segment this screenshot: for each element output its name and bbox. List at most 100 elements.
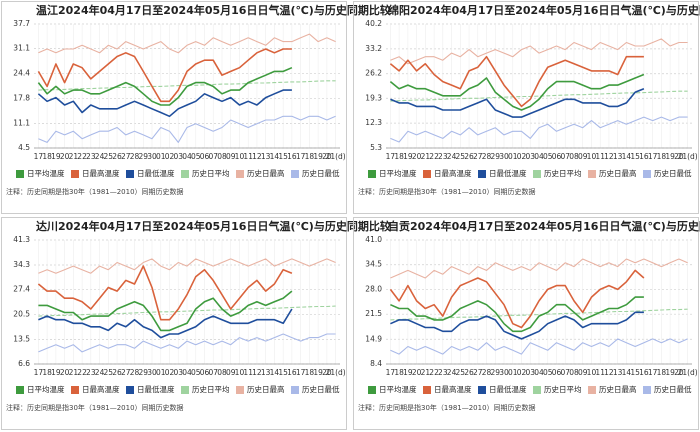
- legend-label: 历史日最高: [247, 384, 285, 394]
- y-tick-label: 41.3: [13, 235, 30, 244]
- legend-swatch: [423, 386, 431, 394]
- y-tick-label: 27.4: [13, 285, 30, 294]
- x-tick-label: 30: [499, 368, 509, 377]
- x-tick-label: 19: [403, 152, 413, 161]
- legend-swatch: [368, 170, 376, 178]
- x-tick-label: 26: [112, 152, 122, 161]
- x-tick-label: 09: [578, 152, 588, 161]
- x-tick-label: 29: [491, 368, 501, 377]
- x-tick-label: 17: [34, 152, 44, 161]
- x-tick-label: 20: [674, 368, 684, 377]
- legend-swatch: [588, 170, 596, 178]
- x-tick-label: 27: [473, 368, 483, 377]
- legend-label: 历史日平均: [544, 384, 582, 394]
- x-tick-label: 06: [552, 152, 562, 161]
- x-tick-label: 19: [313, 368, 323, 377]
- y-tick-label: 13.5: [13, 334, 30, 343]
- x-tick-label: 12: [252, 152, 262, 161]
- x-tick-label: 19: [51, 368, 61, 377]
- x-tick-label: 17: [648, 152, 658, 161]
- series-line: [390, 38, 688, 65]
- legend-label: 日最低温度: [137, 384, 175, 394]
- x-tick-label: 14: [622, 152, 632, 161]
- x-tick-label: 18: [657, 368, 667, 377]
- x-tick-label: 01: [508, 368, 518, 377]
- legend-swatch: [181, 170, 189, 178]
- x-tick-label: 25: [456, 152, 466, 161]
- x-tick-label: 18: [305, 368, 315, 377]
- x-tick-label: 07: [208, 368, 218, 377]
- x-tick-label: 14: [270, 152, 280, 161]
- series-line: [38, 308, 293, 339]
- x-tick-label: 10: [587, 368, 597, 377]
- y-tick-label: 4.5: [18, 143, 30, 152]
- x-tick-label: 05: [191, 368, 201, 377]
- x-tick-label: 24: [95, 152, 105, 161]
- x-tick-label: 18: [394, 368, 404, 377]
- x-tick-label: 02: [517, 152, 527, 161]
- x-tick-label: 19: [51, 152, 61, 161]
- legend-swatch: [291, 170, 299, 178]
- x-tick-label: 29: [491, 152, 501, 161]
- x-tick-label: 08: [217, 152, 227, 161]
- x-tick-label: 18: [394, 152, 404, 161]
- y-tick-label: 20.5: [13, 309, 30, 318]
- x-tick-label: 10: [235, 368, 245, 377]
- x-tick-label: 24: [447, 152, 457, 161]
- y-tick-label: 41.0: [365, 235, 382, 244]
- series-line: [37, 48, 292, 103]
- x-tick-label: 25: [104, 368, 114, 377]
- series-line: [390, 258, 688, 279]
- x-tick-label: 20: [674, 152, 684, 161]
- x-tick-label: 01: [156, 152, 166, 161]
- series-line: [37, 265, 293, 321]
- legend-label: 日最高温度: [434, 168, 472, 178]
- x-tick-label: 15: [278, 152, 288, 161]
- x-tick-label: 15: [630, 368, 640, 377]
- x-tick-label: 27: [121, 152, 131, 161]
- series-line: [390, 116, 688, 143]
- x-tick-label: 12: [252, 368, 262, 377]
- legend-swatch: [291, 386, 299, 394]
- x-tick-label: 20: [412, 368, 422, 377]
- x-tick-label: 19: [665, 152, 675, 161]
- x-tick-label: 19: [403, 368, 413, 377]
- x-tick-label: 25: [456, 368, 466, 377]
- x-tick-label: 22: [429, 152, 439, 161]
- x-tick-label: 24: [447, 368, 457, 377]
- legend-label: 历史日最低: [302, 168, 340, 178]
- x-tick-label: 24: [95, 368, 105, 377]
- x-tick-label: 30: [147, 368, 157, 377]
- x-tick-label: 29: [139, 368, 149, 377]
- legend-label: 历史日最低: [654, 168, 692, 178]
- x-tick-label: 13: [261, 152, 271, 161]
- legend-swatch: [643, 386, 651, 394]
- chart-title: 达川2024年04月17日至2024年05月16日日气温(℃)与历史同期比较: [36, 219, 391, 233]
- panel-frame: [353, 217, 699, 430]
- legend-label: 日最低温度: [137, 168, 175, 178]
- series-line: [38, 290, 293, 332]
- legend-swatch: [126, 386, 134, 394]
- x-tick-label: 07: [560, 152, 570, 161]
- y-tick-label: 37.7: [13, 19, 30, 28]
- legend-label: 历史日平均: [192, 168, 230, 178]
- x-tick-label: 14: [270, 368, 280, 377]
- x-tick-label: 18: [657, 152, 667, 161]
- x-tick-label: 19: [313, 152, 323, 161]
- legend-label: 历史日最高: [599, 384, 637, 394]
- series-line: [38, 80, 336, 91]
- series-line: [38, 33, 336, 54]
- series-line: [37, 66, 293, 106]
- x-tick-label: 09: [226, 368, 236, 377]
- x-tick-label: 27: [121, 368, 131, 377]
- legend-swatch: [533, 386, 541, 394]
- series-line: [37, 89, 292, 118]
- legend-swatch: [16, 386, 24, 394]
- x-tick-label: 03: [525, 368, 535, 377]
- x-tick-label: 15: [630, 152, 640, 161]
- x-tick-label: 21(d): [678, 152, 698, 161]
- x-tick-label: 28: [130, 368, 140, 377]
- x-tick-label: 18: [305, 152, 315, 161]
- series-line: [38, 258, 336, 274]
- series-line: [38, 333, 336, 353]
